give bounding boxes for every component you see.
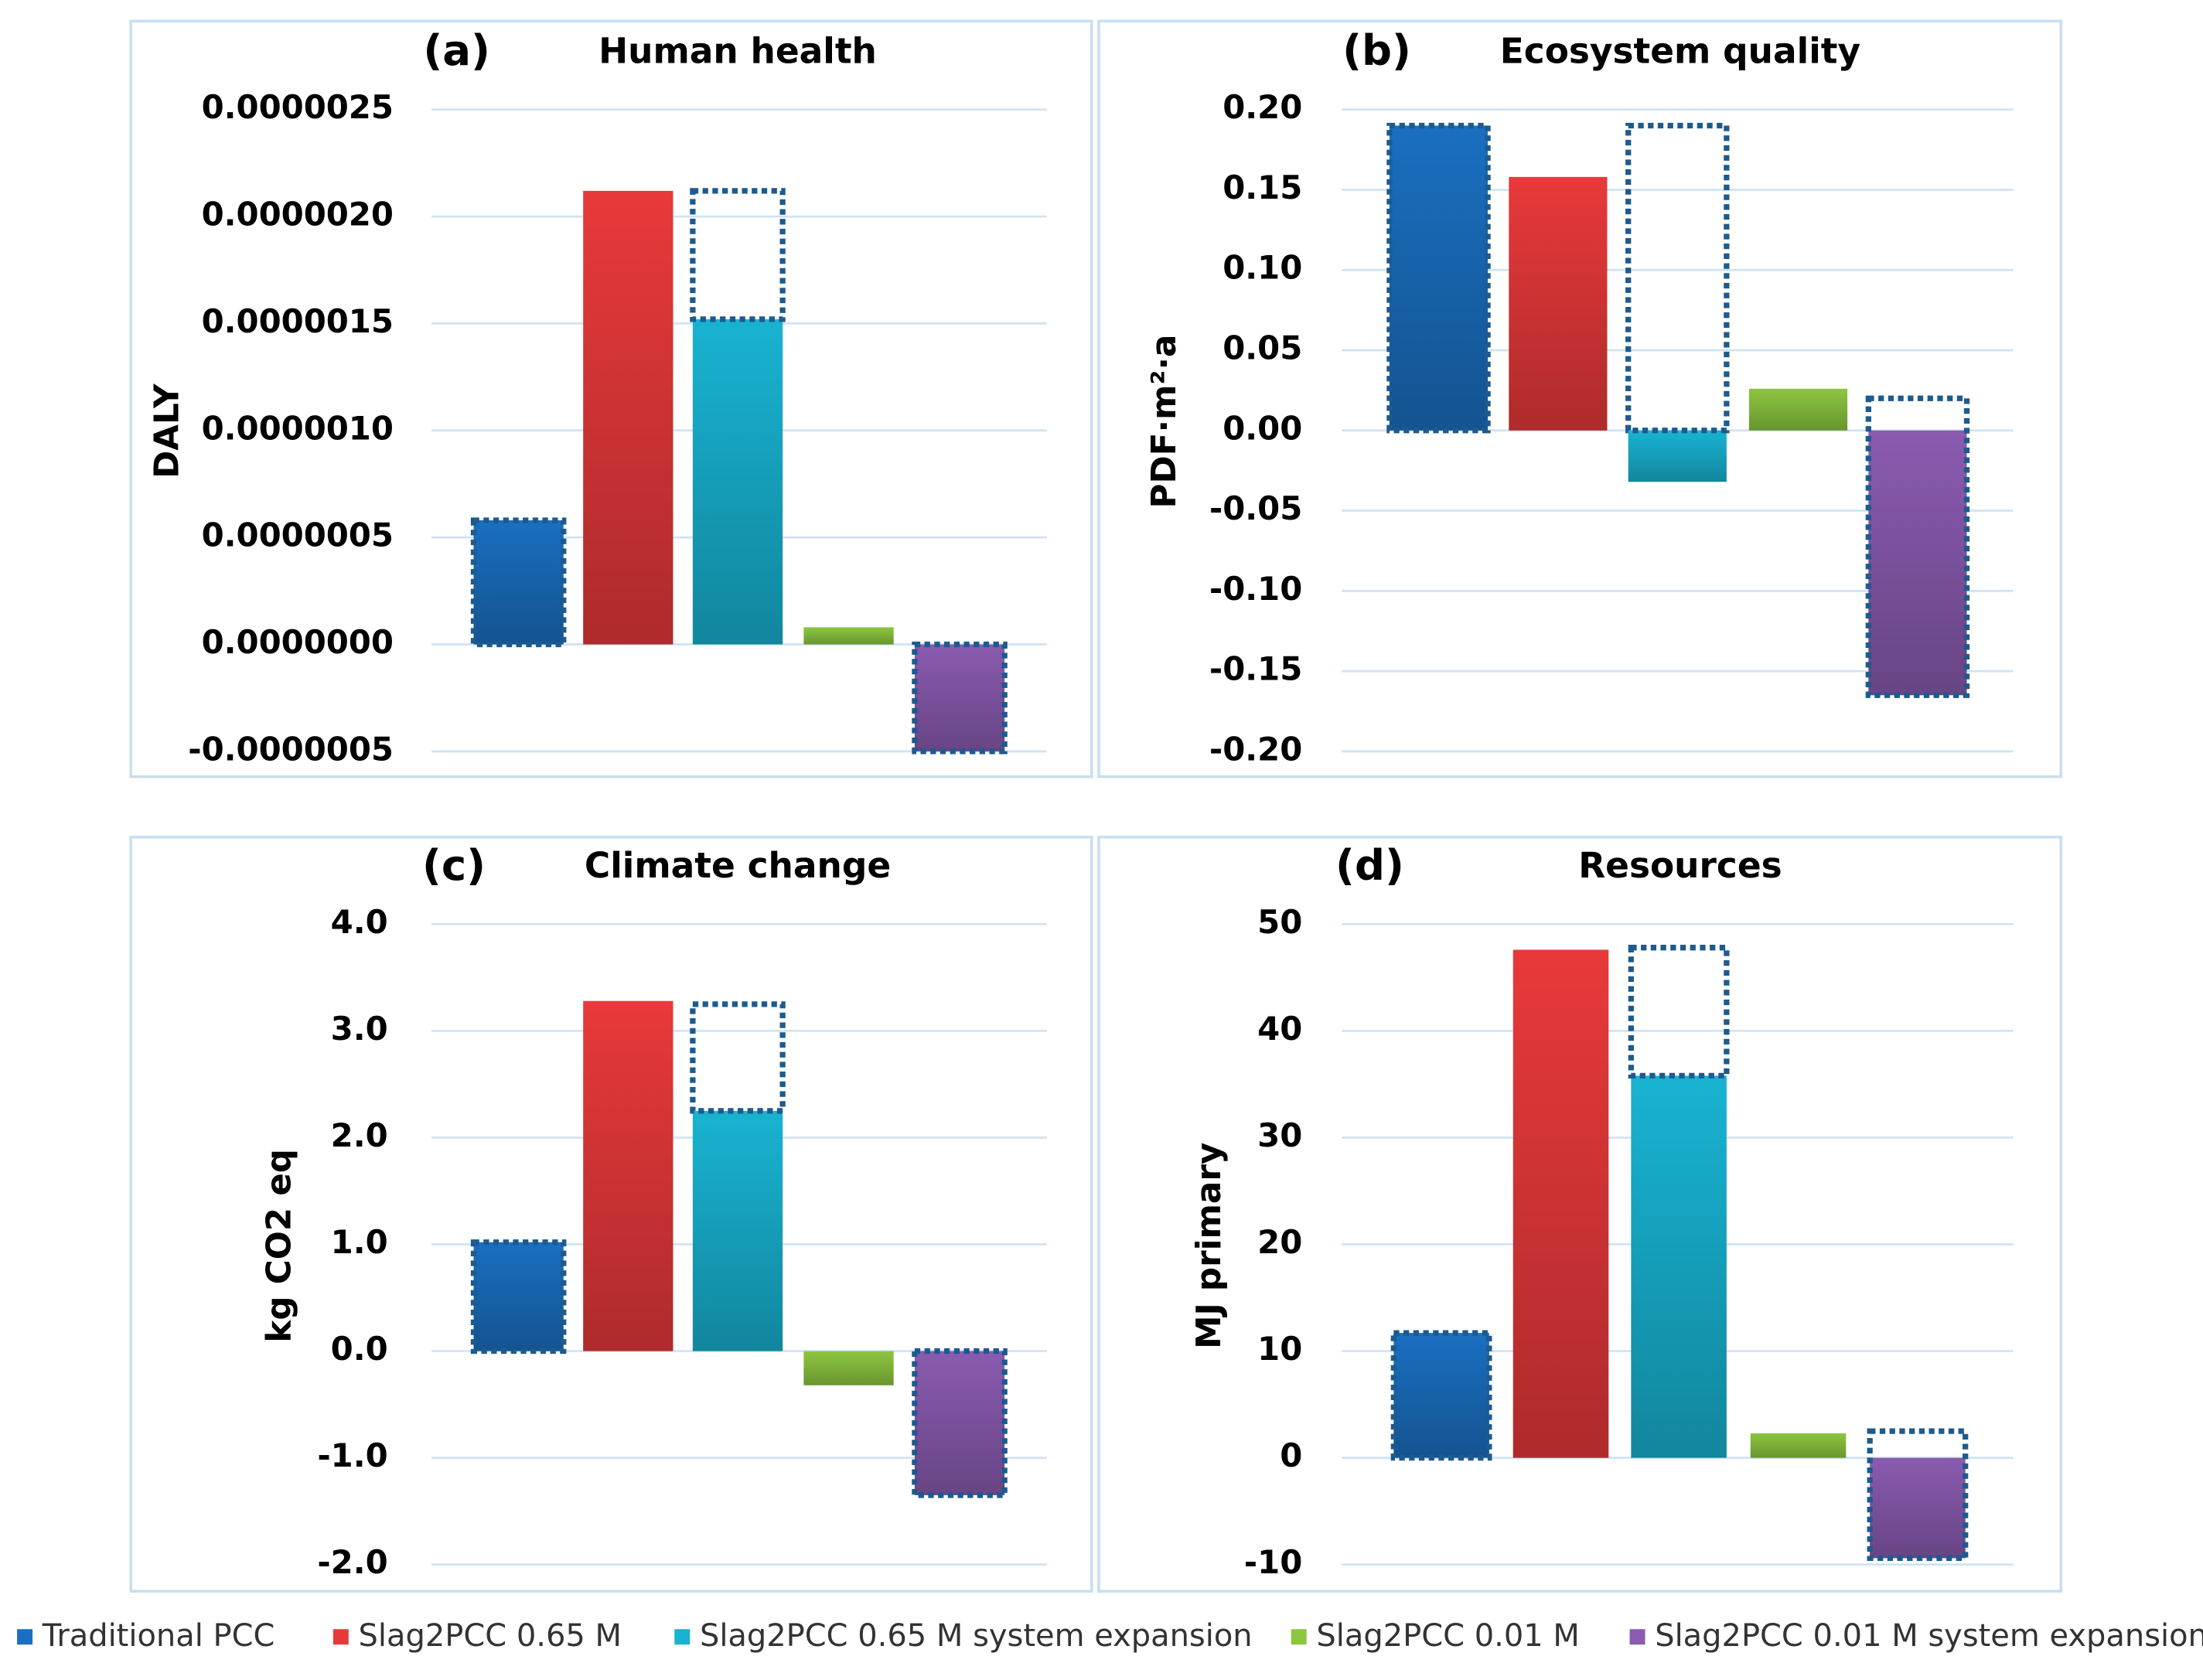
dotted-outline: [1625, 122, 1730, 434]
panel-frame: [129, 19, 1093, 779]
y-tick-label: -0.10: [1209, 570, 1302, 608]
legend-swatch: [1291, 1629, 1307, 1645]
y-axis-label: DALY: [148, 383, 186, 479]
y-axis-label: PDF·m²·a: [1145, 335, 1184, 509]
dotted-outline: [912, 1348, 1008, 1498]
y-tick-label: -1.0: [317, 1436, 387, 1474]
y-tick-label: 0: [1280, 1436, 1302, 1474]
y-tick-label: 50: [1257, 903, 1302, 941]
bar-shade: [914, 644, 1005, 751]
dotted-outline: [690, 188, 786, 322]
bar-shade: [1512, 949, 1609, 1458]
bar-shade: [583, 190, 674, 645]
dotted-outline: [1865, 395, 1970, 698]
bar-shade: [803, 1351, 894, 1385]
y-tick-label: 0.0000010: [202, 409, 394, 447]
panel-label: (a): [423, 26, 490, 75]
legend-label: Slag2PCC 0.01 M: [1316, 1618, 1579, 1654]
y-tick-label: -0.20: [1209, 730, 1302, 768]
y-tick-label: 0.0000000: [202, 623, 394, 661]
panel-label: (b): [1342, 26, 1411, 75]
y-tick-label: 0.0000005: [202, 516, 394, 554]
y-tick-label: 20: [1257, 1223, 1302, 1261]
bar-shade: [1870, 1457, 1966, 1559]
bar-shade: [1631, 1075, 1727, 1458]
legend-label: Traditional PCC: [42, 1618, 275, 1654]
panel-label: (c): [422, 840, 486, 890]
y-tick-label: 3.0: [331, 1010, 388, 1048]
dotted-outline: [1390, 1330, 1492, 1461]
bar-shade: [1509, 176, 1608, 431]
y-tick-label: 10: [1257, 1330, 1302, 1368]
y-tick-label: 1.0: [331, 1223, 388, 1261]
chart-title: Climate change: [585, 845, 891, 886]
bar-shade: [473, 1242, 564, 1351]
dotted-outline: [912, 641, 1008, 755]
y-tick-label: 0.0: [331, 1330, 388, 1368]
panel-label: (d): [1335, 840, 1404, 890]
y-tick-label: 0.20: [1223, 88, 1302, 126]
legend-swatch: [1629, 1629, 1645, 1645]
y-tick-label: 0.0000020: [202, 196, 394, 233]
y-tick-label: -10: [1244, 1543, 1302, 1581]
bar-shade: [1389, 125, 1489, 431]
chart-title: Resources: [1578, 845, 1782, 886]
legend-label: Slag2PCC 0.65 M system expansion: [700, 1618, 1253, 1654]
bar-shade: [914, 1351, 1005, 1495]
bar-shade: [692, 319, 783, 645]
legend-label: Slag2PCC 0.65 M: [359, 1618, 622, 1654]
panel-frame: [1097, 835, 2063, 1593]
dotted-outline: [470, 517, 567, 648]
y-tick-label: 0.10: [1223, 249, 1302, 287]
y-tick-label: 30: [1257, 1116, 1302, 1154]
y-tick-label: 2.0: [331, 1116, 388, 1154]
dotted-outline: [470, 1239, 567, 1355]
panel-frame: [1097, 19, 2063, 779]
y-axis-label: MJ primary: [1190, 1143, 1229, 1349]
y-tick-label: -0.15: [1209, 650, 1302, 688]
bar-shade: [1393, 1333, 1489, 1458]
y-tick-label: 0.00: [1223, 409, 1302, 447]
chart-title: Ecosystem quality: [1500, 31, 1860, 72]
dotted-outline: [690, 1001, 786, 1114]
y-axis-label: kg CO2 eq: [261, 1149, 299, 1343]
y-tick-label: 0.0000015: [202, 302, 394, 340]
legend-swatch: [674, 1629, 691, 1645]
panel-frame: [129, 835, 1093, 1593]
y-tick-label: 0.05: [1223, 329, 1302, 367]
bar-shade: [1868, 430, 1967, 696]
dotted-outline: [1386, 122, 1491, 434]
dotted-outline: [1628, 945, 1730, 1079]
y-tick-label: -2.0: [317, 1543, 387, 1581]
chart-title: Human health: [598, 31, 877, 72]
y-tick-label: 0.0000025: [202, 88, 394, 126]
y-tick-label: -0.05: [1209, 489, 1302, 527]
bar-shade: [1750, 1433, 1847, 1458]
dotted-outline: [1867, 1428, 1969, 1562]
legend-swatch: [332, 1629, 349, 1645]
bar-shade: [473, 520, 564, 645]
bar-shade: [1628, 430, 1727, 482]
y-tick-label: 0.15: [1223, 169, 1302, 206]
y-tick-label: 4.0: [331, 903, 388, 941]
bar-shade: [803, 627, 894, 645]
bar-shade: [1748, 388, 1848, 431]
legend-label: Slag2PCC 0.01 M system expansion: [1655, 1618, 2203, 1654]
y-tick-label: 40: [1257, 1010, 1302, 1048]
y-tick-label: -0.0000005: [188, 730, 394, 768]
legend-swatch: [17, 1629, 33, 1645]
bar-shade: [583, 1000, 674, 1351]
bar-shade: [692, 1110, 783, 1351]
